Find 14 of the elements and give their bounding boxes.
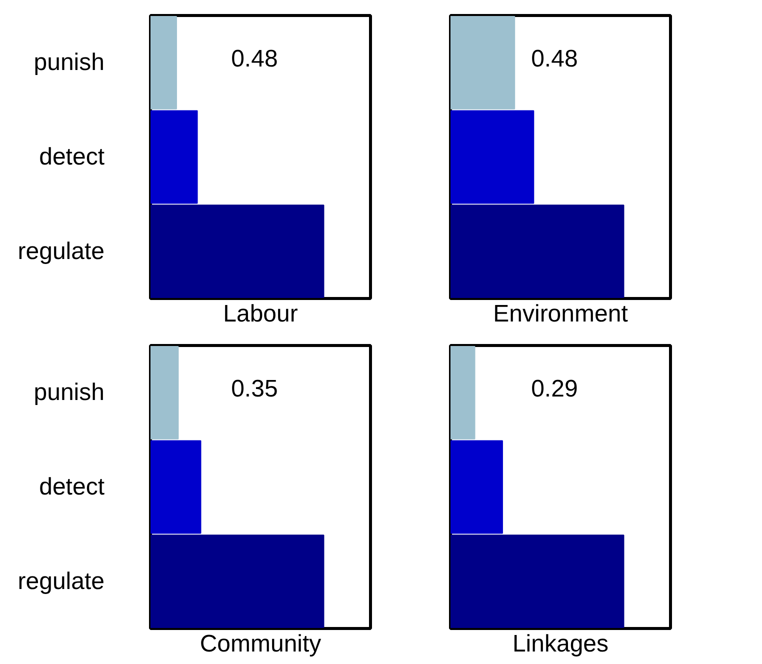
y-tick-label: detect [39,474,105,500]
y-tick-label: regulate [18,238,105,265]
annotation: 0.29 [531,375,578,402]
x-axis-title: Linkages [512,630,609,658]
y-tick-label: punish [34,379,105,406]
annotation: 0.35 [231,375,278,402]
annotation: 0.48 [531,45,578,72]
y-tick-label: regulate [18,568,105,595]
x-axis-title: Labour [223,300,298,328]
annotation: 0.48 [231,45,278,72]
x-axis-title: Environment [493,300,628,328]
y-tick-label: punish [34,49,105,76]
y-tick-label: detect [39,144,105,170]
x-axis-title: Community [200,630,322,658]
